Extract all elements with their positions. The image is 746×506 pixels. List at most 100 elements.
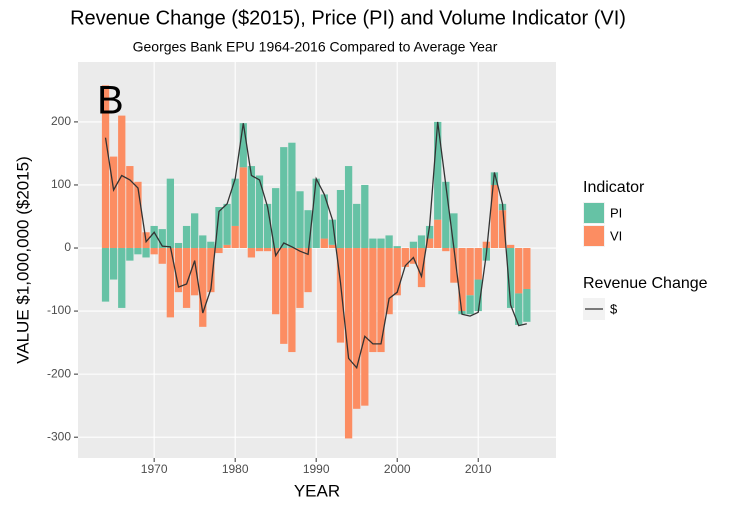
bar [166,178,175,249]
chart-title: Revenue Change ($2015), Price (PI) and V… [70,7,626,29]
bar [401,248,409,267]
bar [150,248,158,255]
bar [328,219,337,245]
bar [110,248,118,280]
bar [490,184,499,249]
bar [361,248,369,406]
legend-swatch [584,203,604,223]
bar [450,213,458,249]
bar [191,248,199,296]
y-tick-label: -100 [47,303,71,317]
bar [118,248,126,308]
bar [466,248,474,296]
bar [110,156,118,249]
bar [361,184,369,249]
bar [320,194,328,239]
bar [166,248,175,318]
legend-item: VI [583,225,622,247]
bar [369,248,377,353]
legend-title: Indicator [583,179,645,196]
x-tick-label: 1990 [303,462,330,476]
bar [174,242,183,249]
bar [458,248,466,312]
bar [523,289,531,322]
annotation: B [97,79,124,123]
bar [101,85,110,249]
x-tick-label: 1970 [141,462,168,476]
bar [393,248,401,296]
legend-label: PI [610,205,622,220]
bar [466,295,474,315]
bar [255,175,264,249]
bar [425,238,434,249]
bar [118,115,126,249]
bar [207,248,215,293]
bar [425,225,434,239]
bar [482,241,490,249]
bar [247,166,256,249]
bar [409,248,418,264]
legend-item: $ [583,298,618,320]
bar [263,203,272,249]
x-tick-label: 2010 [465,462,492,476]
x-axis-label: YEAR [294,481,340,500]
bar [523,248,531,290]
bar [506,248,515,308]
bar [442,181,450,249]
y-tick-label: -200 [47,366,71,380]
bar [231,178,239,226]
bar [498,210,507,249]
x-tick-label: 1980 [222,462,249,476]
bar [336,248,345,343]
bar [134,248,142,255]
legend-label: VI [610,228,622,243]
bar [150,225,158,249]
bar [385,248,393,315]
bar [239,167,247,249]
bar [344,248,353,439]
y-tick-label: -300 [47,429,71,443]
bar [126,166,134,249]
bar [353,248,361,409]
bar [199,248,207,327]
bar [296,248,304,308]
bar [336,190,345,249]
bar [344,166,353,249]
bar [434,121,442,220]
bar [409,241,418,249]
bar [239,123,247,168]
bar [515,248,523,294]
bar [474,248,482,280]
bar [417,248,426,288]
bar [353,203,361,249]
bar [215,248,223,254]
bar [182,225,191,249]
y-tick-label: 100 [51,177,71,191]
x-tick-label: 2000 [384,462,411,476]
bar [328,244,337,249]
bar [272,248,280,315]
bar [280,147,288,249]
bar [101,248,110,302]
bar [182,248,191,308]
bar [255,248,264,252]
bar [450,248,458,283]
y-axis-label: VALUE $1,000,000 ($2015) [13,156,32,364]
bar [304,210,312,249]
bar [247,248,256,258]
bar [288,248,296,353]
y-tick-label: 200 [51,114,71,128]
bar [442,248,450,252]
bar [142,248,150,258]
bar [377,248,385,353]
bar [506,244,515,249]
bar [377,238,385,249]
bar [207,241,215,249]
bar [320,238,328,249]
bar [393,246,401,249]
bar [215,207,223,249]
bar [474,279,482,312]
bar [191,213,199,249]
legend-label: $ [610,301,618,316]
bar [515,293,523,325]
